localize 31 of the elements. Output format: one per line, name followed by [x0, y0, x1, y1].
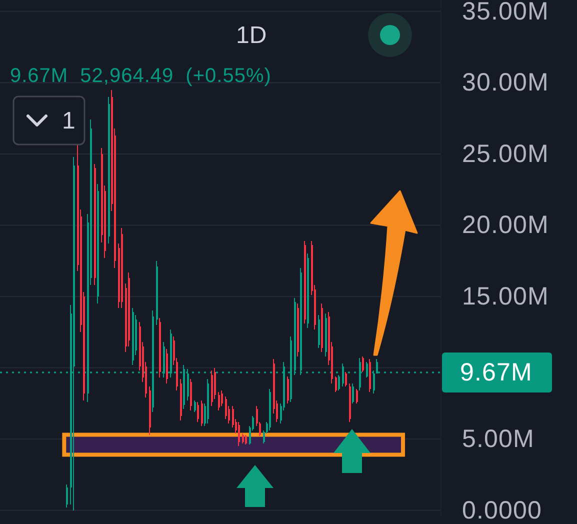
- y-tick-label: 5.00M: [462, 425, 534, 454]
- y-tick-label: 25.00M: [462, 140, 549, 168]
- ref-line-label: 9.67M: [460, 358, 532, 386]
- candlestick: [66, 484, 68, 508]
- text: 1D: [236, 22, 267, 49]
- candlestick: [221, 390, 223, 407]
- candlestick: [245, 434, 247, 446]
- candlestick: [218, 391, 220, 412]
- candlestick: [214, 367, 216, 400]
- candlestick: [197, 401, 199, 422]
- candlestick: [201, 400, 203, 427]
- y-tick-label: 35.00M: [462, 0, 549, 26]
- candlestick: [194, 400, 196, 412]
- candlestick: [242, 432, 244, 444]
- candlestick: [338, 374, 340, 392]
- annotation: 1: [62, 108, 76, 134]
- candlestick: [287, 376, 289, 404]
- candlestick: [362, 356, 364, 373]
- y-tick-label: 30.00M: [462, 68, 549, 97]
- candlestick: [345, 372, 347, 387]
- candlestick: [225, 396, 227, 420]
- candlestick: [238, 421, 240, 447]
- candlestick: [366, 362, 368, 378]
- candlestick: [352, 382, 354, 404]
- y-tick-label: 15.00M: [462, 282, 549, 310]
- candlestick: [335, 376, 337, 392]
- candlestick: [356, 388, 358, 404]
- y-tick-label: 20.00M: [462, 211, 549, 240]
- text: 9.67M 52,964.49 (+0.55%): [10, 65, 272, 87]
- y-tick-label: 0.0000: [462, 496, 542, 524]
- candlestick: [342, 362, 344, 387]
